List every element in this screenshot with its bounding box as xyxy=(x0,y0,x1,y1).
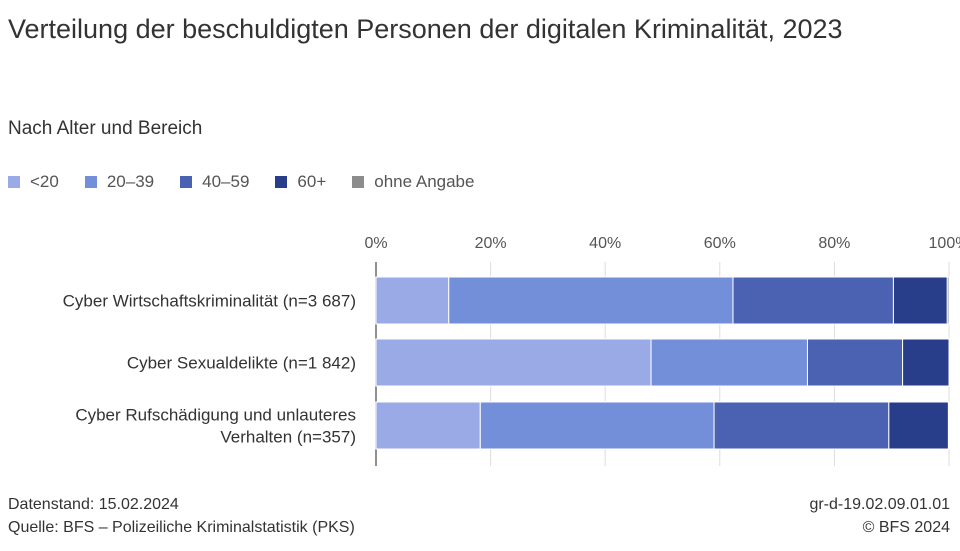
stacked-bar-chart: 0% 20% 40% 60% 80% 100% Cyber Wirtschaftskrimi… xyxy=(63,235,960,466)
legend-label: 60+ xyxy=(297,172,327,191)
copyright: © BFS 2024 xyxy=(862,519,950,536)
legend-swatch xyxy=(84,176,97,188)
bar-segment xyxy=(806,338,904,387)
legend: <20 20–39 40–59 60+ ohne Angabe xyxy=(8,172,500,192)
bar-segment xyxy=(448,276,734,325)
bar-segment xyxy=(946,276,950,325)
category-label: Verhalten (n=357) xyxy=(220,428,356,447)
x-tick-label: 60% xyxy=(704,235,736,252)
x-tick-label: 80% xyxy=(818,235,850,252)
bar-segment xyxy=(888,401,949,450)
legend-swatch xyxy=(180,176,193,188)
bar-segment xyxy=(650,338,808,387)
bar-segment xyxy=(375,276,450,325)
legend-swatch xyxy=(352,176,365,188)
bar-segment xyxy=(902,338,950,387)
legend-label: <20 xyxy=(30,172,59,191)
bar-segment xyxy=(892,276,948,325)
x-tick-label: 40% xyxy=(589,235,621,252)
bar-segment xyxy=(479,401,715,450)
bar-segment xyxy=(947,401,950,450)
legend-item-ohne-angabe[interactable]: ohne Angabe xyxy=(352,172,474,192)
x-tick-label: 100% xyxy=(929,235,960,252)
footer-left: Datenstand: 15.02.2024 Quelle: BFS – Pol… xyxy=(8,493,355,539)
bar-segment xyxy=(375,401,481,450)
legend-item-60-plus[interactable]: 60+ xyxy=(275,172,326,192)
legend-label: ohne Angabe xyxy=(374,172,475,191)
chart-title: Verteilung der beschuldigten Personen de… xyxy=(8,14,843,44)
category-label: Cyber Sexualdelikte (n=1 842) xyxy=(127,354,356,373)
bar-segment xyxy=(375,338,652,387)
category-label: Cyber Rufschädigung und unlauteres xyxy=(75,406,356,425)
x-tick-label: 20% xyxy=(475,235,507,252)
graphic-code: gr-d-19.02.09.01.01 xyxy=(809,496,950,513)
legend-label: 20–39 xyxy=(106,172,155,191)
datenstand: Datenstand: 15.02.2024 xyxy=(8,496,179,513)
bar-segment xyxy=(713,401,890,450)
legend-swatch xyxy=(275,176,288,188)
footer-right: gr-d-19.02.09.01.01 © BFS 2024 xyxy=(809,493,950,539)
legend-item-20-39[interactable]: 20–39 xyxy=(84,172,155,192)
x-tick-label: 0% xyxy=(364,235,387,252)
legend-item-40-59[interactable]: 40–59 xyxy=(180,172,249,192)
legend-label: 40–59 xyxy=(202,172,250,191)
bar-segment xyxy=(732,276,894,325)
chart-subtitle: Nach Alter und Bereich xyxy=(8,118,203,139)
legend-swatch xyxy=(8,176,20,188)
legend-item-under-20[interactable]: <20 xyxy=(8,172,59,192)
category-label: Cyber Wirtschaftskriminalität (n=3 687) xyxy=(63,292,356,311)
quelle: Quelle: BFS – Polizeiliche Kriminalstati… xyxy=(8,519,355,536)
